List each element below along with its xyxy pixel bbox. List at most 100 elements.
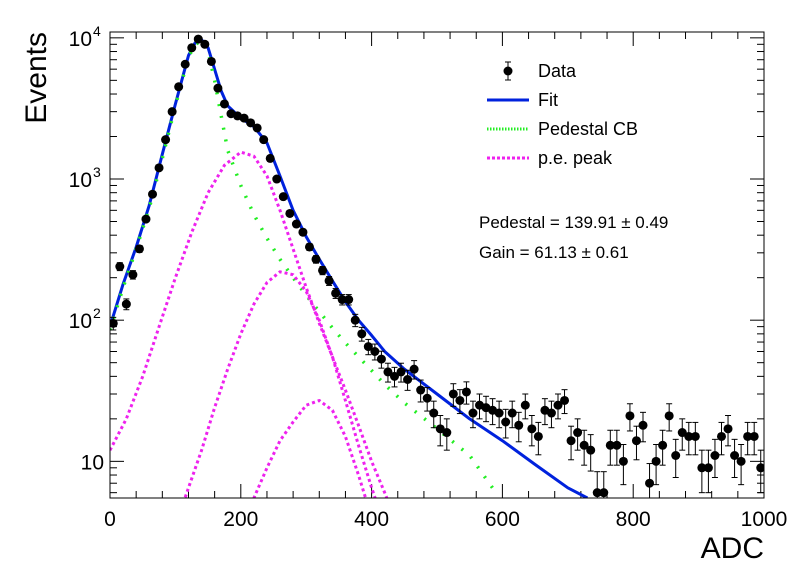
legend-label: Data — [538, 61, 577, 81]
y-axis-title: Events — [20, 32, 53, 124]
data-point — [645, 463, 655, 498]
data-point — [376, 350, 386, 369]
x-tick-label: 600 — [485, 508, 520, 531]
data-point — [671, 438, 681, 479]
y-tick-label: 10 — [69, 310, 92, 333]
data-point — [180, 59, 190, 69]
data-point — [703, 449, 713, 494]
data-point — [690, 421, 700, 456]
plot-frame — [109, 31, 765, 499]
data-point — [514, 411, 524, 443]
legend: Data Fit Pedestal CB p.e. peak — [487, 61, 638, 168]
data-point — [625, 403, 635, 432]
data-point — [304, 242, 314, 252]
data-point — [618, 444, 628, 486]
data-point — [350, 313, 360, 328]
data-point — [664, 403, 674, 432]
data-point — [736, 444, 746, 486]
data-point — [573, 418, 583, 451]
data-point — [148, 189, 158, 199]
y-tick-label: 10 — [81, 451, 104, 474]
data-point — [396, 362, 406, 383]
fit-result-1: Pedestal = 139.91 ± 0.49 — [479, 213, 668, 232]
data-point — [592, 471, 602, 498]
data-point — [239, 113, 249, 123]
curve-p-e-peak-1 — [110, 150, 389, 498]
legend-label: Pedestal CB — [538, 119, 638, 139]
data-point — [566, 425, 576, 461]
data-point — [448, 383, 458, 407]
data-point — [200, 39, 210, 49]
data-point — [494, 400, 504, 429]
data-point — [677, 418, 687, 451]
data-point — [520, 393, 530, 420]
data-point — [285, 208, 295, 218]
data-point — [141, 214, 151, 224]
data-point — [723, 415, 733, 447]
x-tick-label: 0 — [104, 508, 116, 531]
legend-entry-fit: Fit — [487, 90, 558, 110]
data-point — [553, 393, 563, 420]
data-point — [579, 429, 589, 466]
data-point — [586, 434, 596, 472]
data-point — [344, 294, 354, 306]
data-point — [631, 425, 641, 461]
data-point — [383, 362, 393, 383]
data-point — [599, 471, 609, 498]
data-point — [115, 262, 125, 272]
data-point — [403, 369, 413, 391]
data-point — [272, 174, 282, 184]
data-point — [161, 135, 171, 145]
data-point — [154, 163, 164, 173]
data-point — [337, 294, 347, 306]
data-point — [252, 123, 262, 133]
y-tick-label: 10 — [69, 169, 92, 192]
data-point — [193, 34, 203, 44]
data-point — [259, 135, 269, 145]
data-point — [265, 153, 275, 163]
data-point — [612, 429, 622, 466]
legend-entry-data: Data — [503, 61, 577, 81]
data-point — [370, 343, 380, 361]
curve-p-e-peak-2 — [183, 270, 377, 498]
data-point — [546, 400, 556, 429]
data-point — [481, 395, 491, 423]
data-point — [429, 400, 439, 429]
data-point — [298, 227, 308, 237]
data-point — [684, 421, 694, 456]
data-point — [697, 449, 707, 494]
data-point — [560, 389, 570, 415]
data-point — [716, 421, 726, 456]
data-point — [756, 449, 764, 494]
y-tick-exponent: 3 — [93, 164, 101, 180]
x-tick-label: 200 — [223, 508, 258, 531]
plot-area — [110, 34, 764, 498]
data-point — [507, 400, 517, 429]
fit-results: Pedestal = 139.91 ± 0.49 Gain = 61.13 ± 0… — [479, 213, 668, 262]
data-point — [278, 192, 288, 202]
legend-label: p.e. peak — [538, 148, 613, 168]
data-point — [187, 43, 197, 53]
fit-result-2: Gain = 61.13 ± 0.61 — [479, 243, 629, 262]
data-point — [422, 387, 432, 412]
data-point — [291, 219, 301, 229]
data-point — [206, 56, 216, 66]
data-point — [213, 83, 223, 93]
data-point — [174, 82, 184, 92]
data-point — [442, 418, 452, 451]
data-point — [246, 118, 256, 128]
data-point — [749, 421, 759, 456]
x-tick-label: 1000 — [741, 508, 788, 531]
y-tick-exponent: 2 — [93, 305, 101, 321]
data-point — [409, 360, 419, 380]
data-point — [331, 288, 341, 299]
curve-p-e-peak-3 — [252, 399, 368, 498]
x-axis-title: ADC — [701, 532, 764, 565]
data-point — [730, 438, 740, 479]
data-point — [455, 389, 465, 415]
data-point — [311, 254, 321, 264]
legend-label: Fit — [538, 90, 558, 110]
